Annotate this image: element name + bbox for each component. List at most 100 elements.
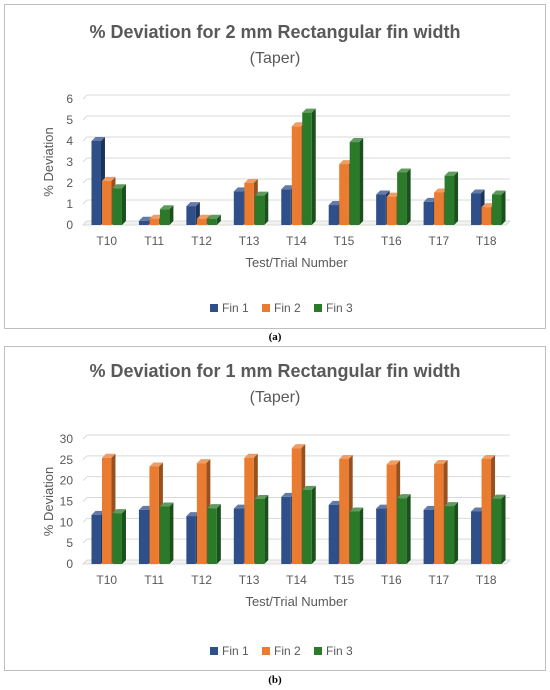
legend-swatch: [262, 304, 270, 312]
chart-b-svg: % Deviation for 1 mm Rectangular fin wid…: [41, 361, 512, 658]
legend-swatch: [262, 647, 270, 655]
bar-top: [386, 192, 401, 197]
bar-top: [254, 495, 269, 499]
bar-top: [159, 502, 174, 507]
x-tick-label: T15: [334, 573, 355, 587]
bar-top: [186, 512, 200, 517]
y-axis-title: % Deviation: [41, 467, 56, 536]
gridline-depth: [82, 517, 88, 523]
bar-top: [349, 138, 364, 143]
gridline-depth: [82, 455, 88, 461]
chart-title: % Deviation for 2 mm Rectangular fin wid…: [89, 22, 460, 42]
bar-side: [406, 494, 411, 564]
bar-fin-2-t16: [386, 464, 397, 564]
bar-fin-2-t15: [339, 164, 349, 225]
bar-top: [339, 160, 353, 165]
bar-fin-3-t18: [492, 194, 502, 225]
bar-fin-3-t12: [207, 508, 217, 564]
x-tick-label: T18: [476, 234, 497, 248]
bar-top: [233, 187, 248, 192]
x-axis-title: Test/Trial Number: [245, 255, 348, 270]
chart-a-group: % Deviation for 2 mm Rectangular fin wid…: [41, 22, 512, 315]
x-tick-label: T15: [334, 234, 355, 248]
bar-top: [471, 189, 485, 194]
bar-top: [291, 444, 306, 449]
bar-side: [121, 509, 126, 564]
y-tick-label: 25: [60, 453, 74, 467]
bar-top: [281, 185, 295, 190]
chart-subtitle: (Taper): [250, 389, 301, 406]
legend-label: Fin 2: [274, 644, 301, 658]
bar-top: [281, 492, 295, 497]
gridline-depth: [82, 476, 88, 482]
bar-fin-1-t12: [186, 516, 196, 564]
bar-side: [359, 138, 364, 225]
gridline-depth: [82, 94, 88, 100]
y-tick-label: 4: [66, 134, 73, 148]
x-tick-label: T17: [428, 573, 449, 587]
legend-label: Fin 1: [222, 301, 249, 315]
bar-top: [186, 202, 200, 207]
bar-top: [244, 179, 258, 183]
bar-side: [311, 485, 316, 564]
gridline-depth: [82, 115, 88, 121]
chart-title: % Deviation for 1 mm Rectangular fin wid…: [89, 361, 460, 381]
x-tick-label: T12: [191, 573, 212, 587]
bar-fin-1-t15: [328, 504, 339, 564]
bar-side: [454, 171, 459, 225]
bar-fin-3-t17: [444, 175, 455, 225]
bar-side: [501, 494, 506, 564]
bar-side: [454, 502, 459, 564]
x-tick-label: T13: [239, 573, 260, 587]
bar-side: [121, 184, 126, 225]
legend-swatch: [210, 304, 218, 312]
bar-fin-1-t12: [186, 206, 196, 225]
chart-b-group: % Deviation for 1 mm Rectangular fin wid…: [41, 361, 512, 658]
bar-fin-1-t17: [423, 201, 434, 225]
bar-fin-3-t13: [254, 195, 265, 225]
legend-swatch: [314, 304, 322, 312]
y-tick-label: 30: [60, 432, 74, 446]
bar-top: [471, 507, 485, 512]
bar-side: [406, 168, 411, 225]
bar-side: [264, 191, 269, 225]
y-tick-label: 1: [66, 197, 73, 211]
bar-fin-3-t10: [112, 188, 122, 225]
legend-label: Fin 2: [274, 301, 301, 315]
bar-top: [112, 184, 126, 189]
bar-fin-3-t11: [159, 209, 170, 225]
bar-top: [376, 190, 390, 195]
bar-top: [339, 455, 353, 459]
bar-fin-1-t10: [91, 514, 101, 564]
bar-top: [101, 176, 116, 181]
bar-fin-3-t12: [207, 218, 217, 225]
bar-top: [481, 203, 496, 208]
bar-top: [302, 108, 316, 113]
x-tick-label: T13: [239, 234, 260, 248]
bar-top: [444, 502, 459, 507]
bar-side: [501, 190, 506, 225]
bar-fin-3-t15: [349, 142, 360, 225]
bar-top: [423, 197, 438, 202]
bar-fin-3-t16: [397, 498, 407, 564]
bar-top: [233, 504, 248, 509]
bar-top: [328, 500, 343, 505]
bar-fin-2-t14: [291, 448, 302, 564]
bar-fin-2-t10: [101, 457, 112, 564]
bar-top: [434, 188, 448, 193]
bar-fin-2-t12: [196, 463, 207, 564]
bar-top: [386, 460, 401, 465]
bar-top: [112, 509, 126, 514]
chart-panel-a: % Deviation for 2 mm Rectangular fin wid…: [4, 4, 546, 329]
bar-top: [207, 214, 221, 219]
bar-top: [492, 494, 506, 499]
bar-fin-2-t11: [149, 466, 159, 564]
x-tick-label: T14: [286, 573, 307, 587]
legend-label: Fin 3: [326, 301, 353, 315]
gridline-depth: [82, 497, 88, 502]
bar-top: [149, 462, 163, 467]
bar-fin-3-t18: [492, 498, 502, 564]
bar-fin-3-t14: [302, 489, 312, 564]
bar-top: [302, 485, 316, 490]
bar-top: [481, 455, 496, 459]
